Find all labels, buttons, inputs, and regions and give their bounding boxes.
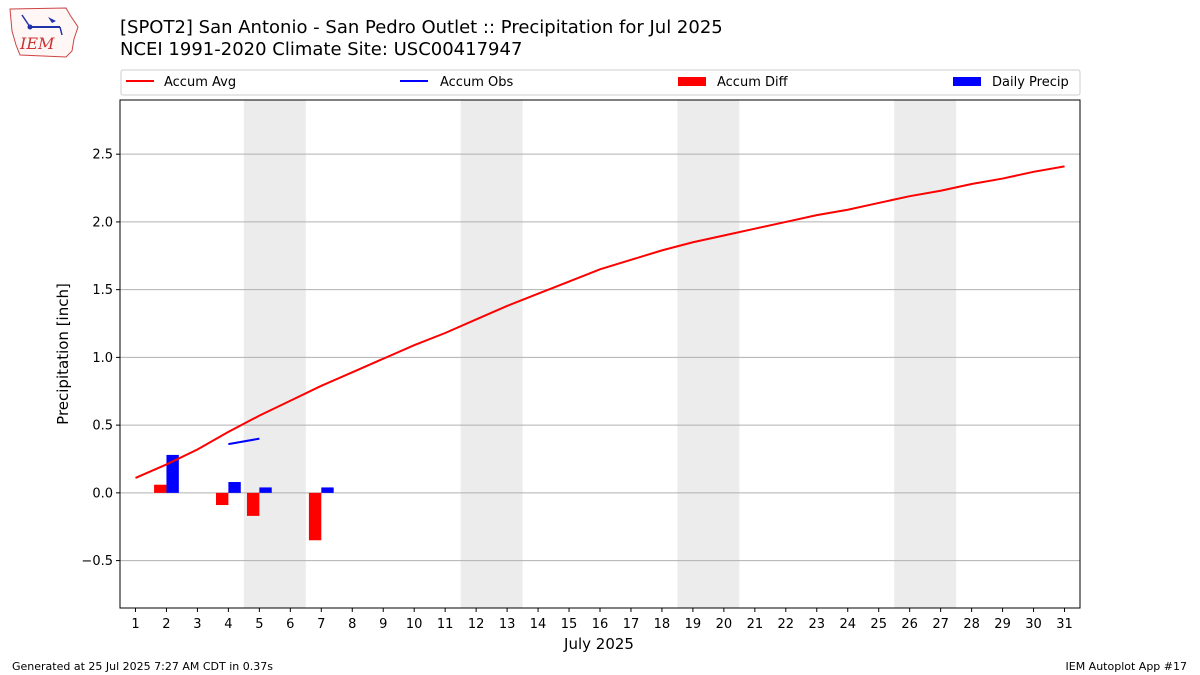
legend-box (120, 69, 1081, 96)
legend-accum-diff-swatch (678, 77, 706, 86)
grid-lines (120, 153, 1080, 562)
accum-diff-bar (216, 492, 229, 506)
x-tick-label: 31 (1056, 617, 1073, 632)
daily-precip-bar (321, 487, 334, 493)
accum-obs-line (228, 437, 260, 446)
x-tick-label: 9 (379, 617, 387, 632)
legend-daily-precip-label: Daily Precip (992, 75, 1069, 90)
y-axis-label: Precipitation [inch] (54, 283, 72, 425)
x-tick-label: 22 (778, 617, 795, 632)
iem-logo: IEM (8, 5, 80, 63)
weekend-band (243, 100, 306, 608)
daily-precip-bar (228, 482, 241, 493)
x-tick-label: 8 (348, 617, 356, 632)
weekend-band (460, 100, 523, 608)
accum-diff-bar (154, 484, 167, 493)
legend-accum-obs-label: Accum Obs (440, 75, 513, 90)
iowa-map-outline (9, 7, 79, 58)
y-tick-label: 2.0 (92, 215, 113, 230)
y-tick-label: 2.5 (92, 148, 113, 163)
chart-title: [SPOT2] San Antonio - San Pedro Outlet :… (120, 17, 723, 61)
title-line-2: NCEI 1991-2020 Climate Site: USC00417947 (120, 39, 523, 60)
x-tick-label: 29 (994, 617, 1011, 632)
x-tick-label: 1 (131, 617, 139, 632)
accum-diff-bar (246, 492, 260, 516)
weekend-bands (243, 100, 957, 608)
x-tick-label: 2 (162, 617, 170, 632)
daily-precip-bar (166, 454, 179, 493)
weekend-band (894, 100, 957, 608)
bars (154, 454, 334, 541)
legend-accum-diff-label: Accum Diff (717, 75, 789, 90)
logo-text: IEM (19, 34, 55, 53)
x-tick-label: 12 (468, 617, 485, 632)
title-line-1: [SPOT2] San Antonio - San Pedro Outlet :… (120, 17, 723, 38)
x-tick-label: 21 (747, 617, 764, 632)
weekend-band (677, 100, 740, 608)
x-tick-label: 26 (901, 617, 918, 632)
x-tick-label: 3 (193, 617, 201, 632)
footer-generated: Generated at 25 Jul 2025 7:27 AM CDT in … (12, 660, 273, 673)
x-tick-label: 27 (932, 617, 949, 632)
x-tick-label: 28 (963, 617, 980, 632)
y-tick-label: 0.0 (92, 486, 113, 501)
y-axis: −0.5 0.0 0.5 1.0 1.5 2.0 2.5 (81, 148, 120, 569)
daily-precip-bar (259, 487, 272, 493)
x-tick-label: 7 (317, 617, 325, 632)
legend: Accum Avg Accum Obs Accum Diff Daily Precip (120, 69, 1081, 96)
x-tick-label: 6 (286, 617, 294, 632)
x-tick-label: 16 (592, 617, 609, 632)
x-tick-label: 13 (499, 617, 516, 632)
x-tick-label: 25 (870, 617, 887, 632)
x-tick-label: 14 (530, 617, 547, 632)
x-tick-label: 18 (654, 617, 671, 632)
x-tick-label: 24 (839, 617, 856, 632)
x-axis-label: July 2025 (563, 635, 634, 653)
x-tick-label: 5 (255, 617, 263, 632)
legend-accum-avg-label: Accum Avg (164, 75, 236, 90)
x-tick-label: 10 (406, 617, 423, 632)
accum-diff-bar (308, 492, 322, 541)
y-tick-label: −0.5 (81, 554, 113, 569)
accum-avg-line (135, 165, 1065, 479)
x-tick-label: 11 (437, 617, 454, 632)
legend-daily-precip-swatch (953, 77, 981, 86)
y-tick-label: 0.5 (92, 419, 113, 434)
y-tick-label: 1.5 (92, 283, 113, 298)
x-tick-label: 4 (224, 617, 232, 632)
x-tick-label: 17 (623, 617, 640, 632)
y-tick-label: 1.0 (92, 351, 113, 366)
x-tick-label: 19 (685, 617, 702, 632)
x-tick-label: 15 (561, 617, 578, 632)
lines (135, 165, 1065, 479)
x-tick-label: 20 (716, 617, 733, 632)
x-axis: 1 2 3 4 5 6 7 8 9 10 11 12 13 14 15 16 17 18 19 20 21 22 23 24 2… (131, 608, 1073, 632)
footer-app: IEM Autoplot App #17 (1065, 660, 1188, 673)
x-tick-label: 23 (809, 617, 826, 632)
x-tick-label: 30 (1025, 617, 1042, 632)
